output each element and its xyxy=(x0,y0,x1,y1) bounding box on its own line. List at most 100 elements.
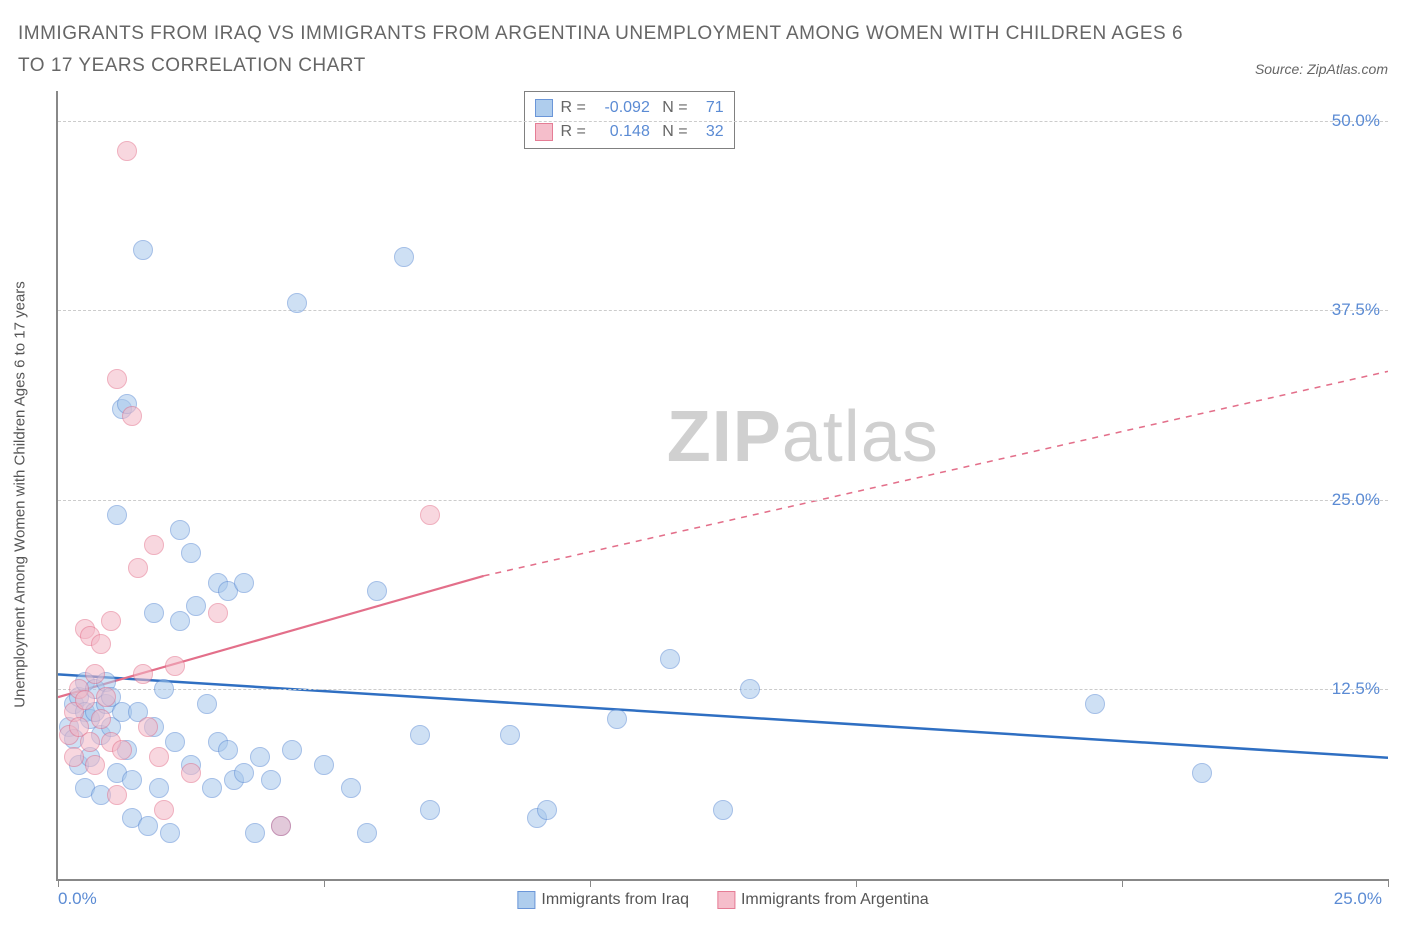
stat-r-iraq: -0.092 xyxy=(594,96,650,120)
y-tick-label: 37.5% xyxy=(1332,300,1380,320)
x-tick xyxy=(1122,879,1123,887)
data-point-argentina xyxy=(64,747,84,767)
stat-n-argentina: 32 xyxy=(696,120,724,144)
x-tick xyxy=(1388,879,1389,887)
data-point-iraq xyxy=(197,694,217,714)
data-point-iraq xyxy=(740,679,760,699)
swatch-argentina xyxy=(535,123,553,141)
data-point-iraq xyxy=(154,679,174,699)
source-attribution: Source: ZipAtlas.com xyxy=(1255,61,1388,83)
data-point-iraq xyxy=(186,596,206,616)
data-point-argentina xyxy=(80,732,100,752)
data-point-argentina xyxy=(85,755,105,775)
data-point-iraq xyxy=(138,816,158,836)
data-point-iraq xyxy=(410,725,430,745)
data-point-iraq xyxy=(245,823,265,843)
y-tick-label: 50.0% xyxy=(1332,111,1380,131)
regression-line xyxy=(58,674,1388,757)
series-legend: Immigrants from Iraq Immigrants from Arg… xyxy=(517,891,928,909)
data-point-argentina xyxy=(96,687,116,707)
stat-n-iraq: 71 xyxy=(696,96,724,120)
data-point-iraq xyxy=(202,778,222,798)
swatch-argentina xyxy=(717,891,735,909)
data-point-argentina xyxy=(107,369,127,389)
gridline xyxy=(58,310,1388,311)
data-point-iraq xyxy=(181,543,201,563)
data-point-argentina xyxy=(271,816,291,836)
legend-item-iraq: Immigrants from Iraq xyxy=(517,891,689,909)
data-point-argentina xyxy=(181,763,201,783)
data-point-argentina xyxy=(144,535,164,555)
data-point-argentina xyxy=(128,558,148,578)
stat-row-argentina: R = 0.148 N = 32 xyxy=(535,120,724,144)
data-point-iraq xyxy=(367,581,387,601)
regression-line xyxy=(58,576,484,697)
y-tick-label: 25.0% xyxy=(1332,490,1380,510)
data-point-iraq xyxy=(133,240,153,260)
data-point-iraq xyxy=(1192,763,1212,783)
gridline xyxy=(58,689,1388,690)
x-tick xyxy=(324,879,325,887)
legend-item-argentina: Immigrants from Argentina xyxy=(717,891,929,909)
x-tick-label: 25.0% xyxy=(1334,889,1382,909)
data-point-iraq xyxy=(314,755,334,775)
data-point-iraq xyxy=(282,740,302,760)
data-point-argentina xyxy=(420,505,440,525)
y-axis-label: Unemployment Among Women with Children A… xyxy=(12,281,29,708)
data-point-iraq xyxy=(234,763,254,783)
x-tick-label: 0.0% xyxy=(58,889,97,909)
data-point-argentina xyxy=(117,141,137,161)
data-point-iraq xyxy=(170,520,190,540)
data-point-argentina xyxy=(107,785,127,805)
x-tick xyxy=(58,879,59,887)
data-point-iraq xyxy=(165,732,185,752)
data-point-iraq xyxy=(250,747,270,767)
data-point-iraq xyxy=(287,293,307,313)
statistics-legend: R = -0.092 N = 71 R = 0.148 N = 32 xyxy=(524,91,735,149)
x-tick xyxy=(590,879,591,887)
data-point-argentina xyxy=(154,800,174,820)
data-point-argentina xyxy=(75,690,95,710)
gridline xyxy=(58,500,1388,501)
data-point-iraq xyxy=(660,649,680,669)
data-point-argentina xyxy=(101,611,121,631)
stat-n-label: N = xyxy=(658,120,688,144)
source-prefix: Source: xyxy=(1255,61,1307,77)
y-tick-label: 12.5% xyxy=(1332,679,1380,699)
data-point-argentina xyxy=(208,603,228,623)
data-point-iraq xyxy=(537,800,557,820)
data-point-iraq xyxy=(170,611,190,631)
data-point-iraq xyxy=(261,770,281,790)
stat-r-label: R = xyxy=(561,96,586,120)
data-point-argentina xyxy=(112,740,132,760)
legend-label-argentina: Immigrants from Argentina xyxy=(741,891,929,909)
watermark-light: atlas xyxy=(782,397,939,477)
chart-title: IMMIGRANTS FROM IRAQ VS IMMIGRANTS FROM … xyxy=(18,18,1215,83)
data-point-iraq xyxy=(160,823,180,843)
data-point-iraq xyxy=(420,800,440,820)
watermark: ZIPatlas xyxy=(667,396,939,478)
stat-n-label: N = xyxy=(658,96,688,120)
data-point-argentina xyxy=(91,709,111,729)
data-point-iraq xyxy=(1085,694,1105,714)
data-point-iraq xyxy=(107,505,127,525)
data-point-argentina xyxy=(133,664,153,684)
data-point-iraq xyxy=(144,603,164,623)
stat-r-argentina: 0.148 xyxy=(594,120,650,144)
swatch-iraq xyxy=(535,99,553,117)
data-point-iraq xyxy=(607,709,627,729)
data-point-iraq xyxy=(713,800,733,820)
data-point-iraq xyxy=(218,740,238,760)
watermark-bold: ZIP xyxy=(667,397,782,477)
data-point-iraq xyxy=(341,778,361,798)
data-point-argentina xyxy=(85,664,105,684)
data-point-iraq xyxy=(394,247,414,267)
data-point-argentina xyxy=(91,634,111,654)
data-point-iraq xyxy=(500,725,520,745)
regression-line xyxy=(484,371,1388,576)
x-tick xyxy=(856,879,857,887)
data-point-iraq xyxy=(357,823,377,843)
source-name: ZipAtlas.com xyxy=(1307,61,1388,77)
data-point-argentina xyxy=(165,656,185,676)
stat-r-label: R = xyxy=(561,120,586,144)
